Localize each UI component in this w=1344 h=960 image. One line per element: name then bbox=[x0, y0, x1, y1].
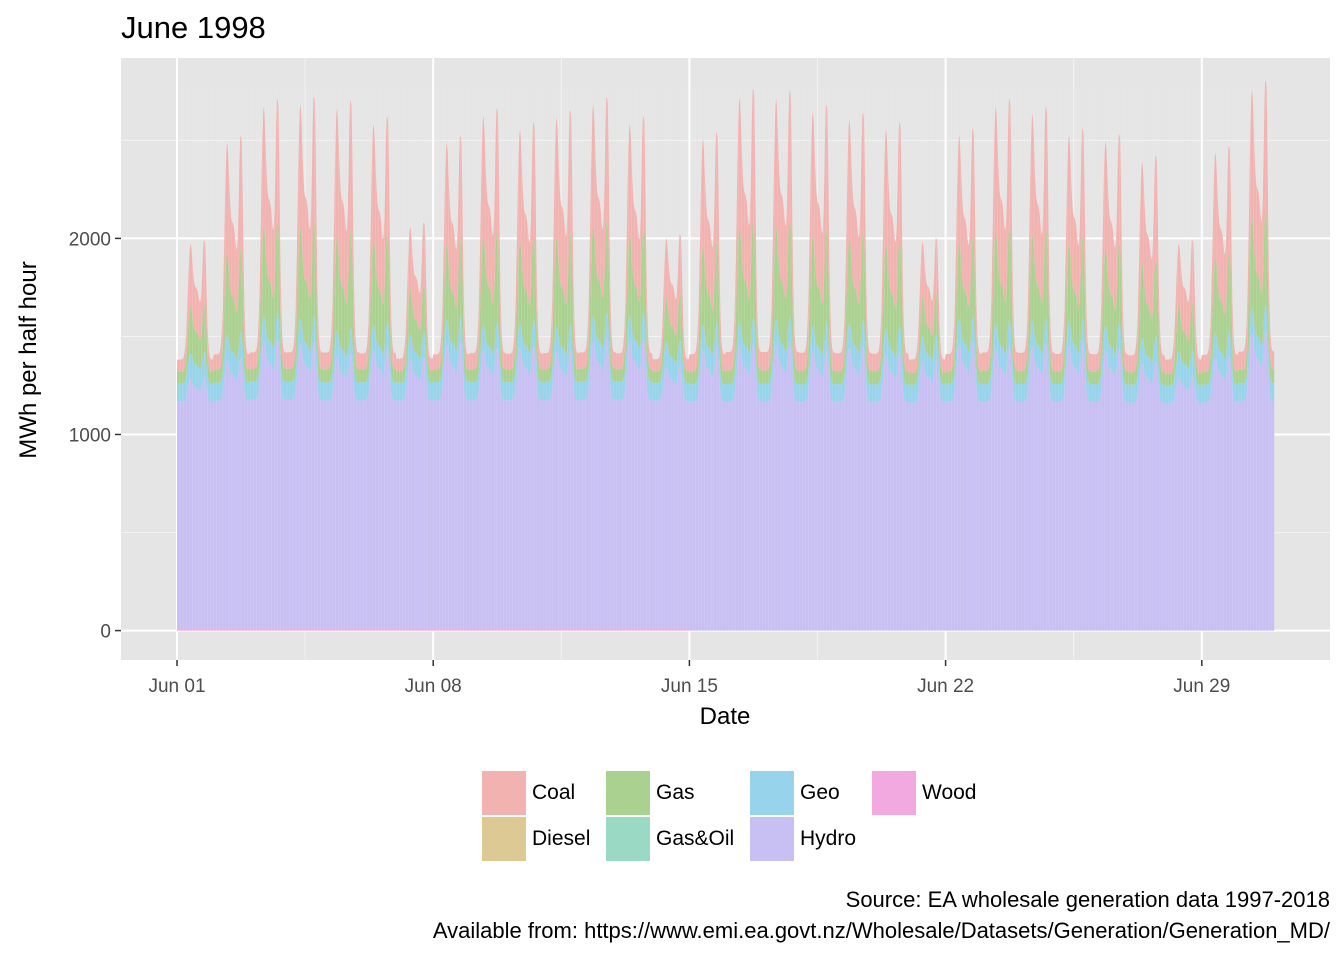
legend: Coal Diesel Gas Gas&Oil Geo Hydro Wood bbox=[482, 771, 1002, 863]
legend-label: Wood bbox=[922, 781, 977, 804]
legend-swatch bbox=[606, 771, 650, 815]
x-tick-label: Jun 01 bbox=[148, 676, 205, 697]
legend-label: Geo bbox=[800, 781, 840, 804]
legend-item-gas: Gas bbox=[606, 771, 695, 815]
y-tick-label: 0 bbox=[100, 622, 111, 643]
stacked-series bbox=[177, 81, 1275, 631]
caption-url: Available from: https://www.emi.ea.govt.… bbox=[432, 918, 1330, 943]
x-tick-label: Jun 22 bbox=[917, 676, 974, 697]
x-tick-label: Jun 29 bbox=[1173, 676, 1230, 697]
y-tick-label: 1000 bbox=[69, 425, 111, 446]
x-axis-label: Date bbox=[700, 703, 751, 730]
caption-source: Source: EA wholesale generation data 199… bbox=[845, 887, 1330, 912]
series-area-hydro bbox=[177, 330, 1275, 631]
legend-item-hydro: Hydro bbox=[750, 817, 856, 861]
legend-item-geo: Geo bbox=[750, 771, 840, 815]
series-area-geo bbox=[177, 305, 1275, 404]
legend-item-wood: Wood bbox=[872, 771, 976, 815]
legend-label: Coal bbox=[532, 781, 576, 804]
legend-swatch bbox=[482, 771, 526, 815]
legend-swatch bbox=[872, 771, 916, 815]
legend-item-gasoil: Gas&Oil bbox=[606, 817, 734, 861]
legend-swatch bbox=[606, 817, 650, 861]
source-caption: Source: EA wholesale generation data 199… bbox=[433, 884, 1330, 946]
legend-label: Gas&Oil bbox=[656, 827, 735, 850]
x-tick-label: Jun 08 bbox=[405, 676, 462, 697]
legend-label: Gas bbox=[656, 781, 695, 804]
chart-title: June 1998 bbox=[121, 10, 266, 45]
legend-label: Diesel bbox=[532, 827, 591, 850]
half-hour-bar-texture bbox=[176, 88, 1273, 631]
legend-item-diesel: Diesel bbox=[482, 817, 590, 861]
series-area-wood bbox=[177, 628, 1275, 631]
legend-swatch bbox=[750, 817, 794, 861]
legend-label: Hydro bbox=[800, 827, 857, 850]
y-axis: 0 1000 2000 bbox=[69, 229, 121, 643]
y-axis-label: MWh per half hour bbox=[15, 261, 42, 458]
series-area-gas bbox=[177, 211, 1275, 386]
x-tick-label: Jun 15 bbox=[661, 676, 718, 697]
legend-swatch bbox=[750, 771, 794, 815]
x-axis: Jun 01 Jun 08 Jun 15 Jun 22 Jun 29 bbox=[148, 660, 1230, 697]
y-tick-label: 2000 bbox=[69, 229, 111, 250]
legend-swatch bbox=[482, 817, 526, 861]
legend-item-coal: Coal bbox=[482, 771, 575, 815]
